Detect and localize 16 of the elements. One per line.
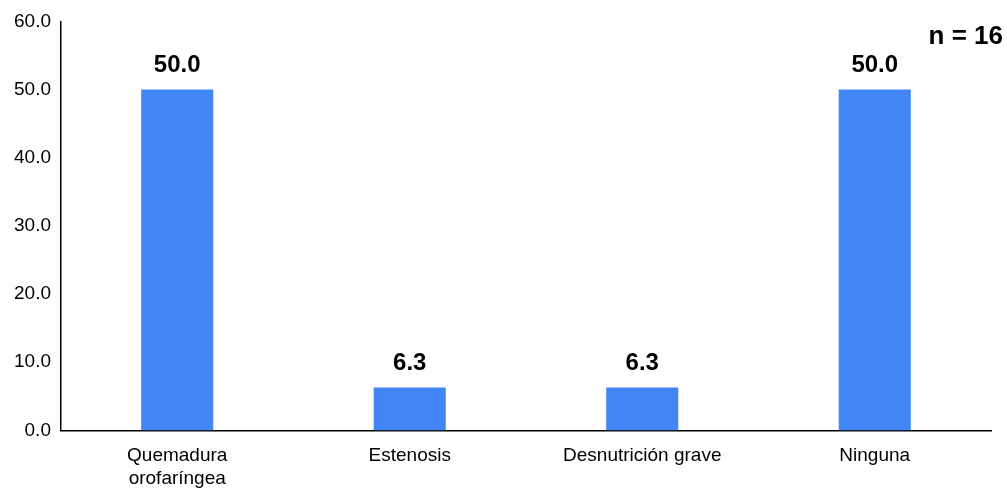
y-tick-label: 20.0 [14, 282, 51, 304]
data-label: 6.3 [393, 348, 427, 376]
y-tick-label: 30.0 [14, 214, 51, 236]
x-tick-label: Estenosis [368, 444, 451, 466]
data-label: 6.3 [625, 348, 659, 376]
y-tick-label: 40.0 [14, 145, 51, 167]
annotation: n = 16 [928, 20, 1003, 51]
y-tick-label: 60.0 [14, 9, 51, 31]
y-tick-label: 10.0 [14, 350, 51, 372]
data-label: 50.0 [851, 50, 899, 78]
x-tick-label: Quemadura orofaríngea [127, 444, 228, 488]
data-label: 50.0 [153, 50, 201, 78]
x-tick-label: Desnutrición grave [563, 444, 722, 466]
y-tick-label: 50.0 [14, 77, 51, 99]
y-tick-label: 0.0 [24, 418, 51, 440]
x-tick-label: Ninguna [839, 444, 911, 466]
